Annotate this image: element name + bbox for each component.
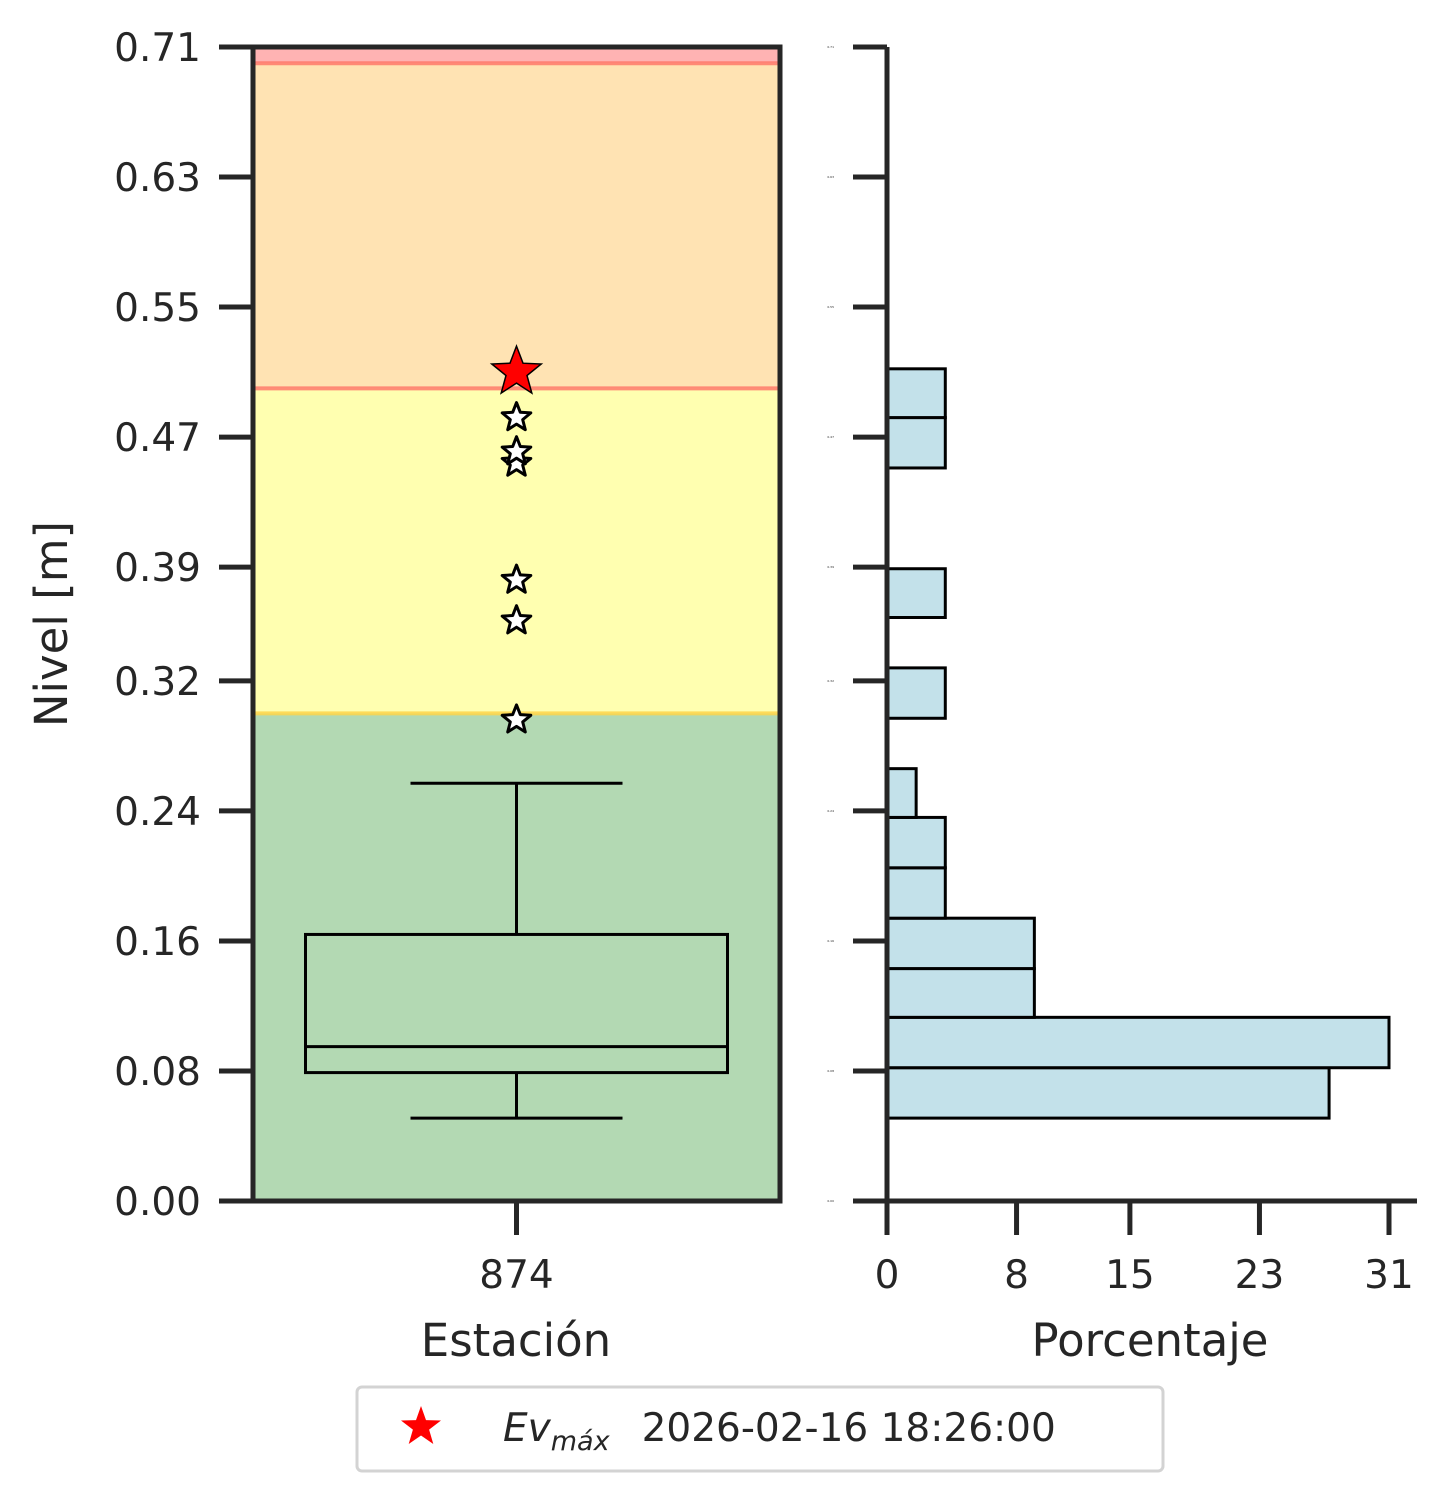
box-ytick-label-3: 0.24 bbox=[114, 790, 201, 835]
legend: Evmáx 2026-02-16 18:26:00 bbox=[355, 1385, 1165, 1473]
box-ytick-label-7: 0.55 bbox=[114, 286, 201, 331]
outlier-star-4 bbox=[500, 435, 533, 466]
hist-ytick-label-7: 0.55 bbox=[827, 305, 834, 309]
hist-bar-5 bbox=[885, 815, 947, 870]
box-ytick-label-2: 0.16 bbox=[114, 920, 201, 965]
box-x-axis-title: Estación bbox=[421, 1314, 611, 1367]
box-ytick-label-8: 0.63 bbox=[114, 156, 201, 201]
band-3 bbox=[253, 47, 780, 64]
hist-bar-6 bbox=[885, 767, 918, 819]
hist-bar-0 bbox=[885, 1066, 1331, 1120]
box-ytick-label-4: 0.32 bbox=[114, 660, 201, 705]
outlier-star-1 bbox=[500, 604, 533, 635]
band-2 bbox=[253, 63, 780, 389]
outlier-markers bbox=[489, 343, 544, 734]
hist-x-axis-title: Porcentaje bbox=[1032, 1314, 1269, 1367]
iqr-box bbox=[304, 932, 729, 1075]
box-ytick-label-5: 0.39 bbox=[114, 546, 201, 591]
hist-bar-8 bbox=[885, 666, 947, 720]
hist-ytick-label-1: 0.08 bbox=[827, 1069, 834, 1073]
hist-ytick-label-3: 0.24 bbox=[827, 809, 834, 813]
hist-xtick-label-2: 15 bbox=[1105, 1253, 1155, 1298]
hist-bar-4 bbox=[885, 866, 947, 920]
outlier-star-0 bbox=[500, 703, 533, 734]
box-ytick-label-9: 0.71 bbox=[114, 26, 201, 71]
outlier-star-3 bbox=[500, 446, 533, 477]
hist-bar-13 bbox=[885, 416, 947, 470]
hist-ytick-label-5: 0.39 bbox=[827, 565, 834, 569]
hist-xtick-label-3: 23 bbox=[1235, 1253, 1285, 1298]
hist-ytick-label-9: 0.71 bbox=[827, 45, 834, 49]
hist-bar-10 bbox=[885, 567, 947, 619]
box-ytick-label-6: 0.47 bbox=[114, 416, 201, 461]
hist-bar-1 bbox=[885, 1015, 1391, 1070]
legend-date: 2026-02-16 18:26:00 bbox=[642, 1406, 1056, 1451]
boxplot bbox=[304, 781, 729, 1120]
legend-frame bbox=[355, 1385, 1165, 1473]
histogram-bars bbox=[885, 367, 1391, 1120]
hist-ytick-label-4: 0.32 bbox=[827, 679, 834, 683]
hist-ytick-label-0: 0.00 bbox=[827, 1199, 834, 1203]
hist-ytick-label-2: 0.16 bbox=[827, 939, 834, 943]
hist-bar-3 bbox=[885, 916, 1036, 971]
outlier-star-5 bbox=[500, 401, 533, 432]
hist-xtick-label-4: 31 bbox=[1364, 1253, 1414, 1298]
box-ytick-label-1: 0.08 bbox=[114, 1050, 201, 1095]
box-y-axis-title: Nivel [m] bbox=[25, 521, 78, 727]
legend-ev-label: Ev bbox=[503, 1406, 552, 1451]
hist-ytick-label-6: 0.47 bbox=[827, 435, 834, 439]
hist-bar-2 bbox=[885, 967, 1036, 1019]
hist-xtick-label-0: 0 bbox=[875, 1253, 900, 1298]
legend-ev-subscript: máx bbox=[551, 1426, 611, 1457]
hist-ytick-label-8: 0.63 bbox=[827, 175, 834, 179]
legend-label: Evmáx 2026-02-16 18:26:00 bbox=[503, 1406, 1056, 1457]
tick-marks: 0.00 0.08 0.16 0.24 0.32 0.39 0.47 0.55 0.63 0.71… bbox=[114, 26, 1414, 1298]
hist-bar-14 bbox=[885, 367, 947, 420]
legend-star-icon bbox=[401, 1406, 441, 1444]
max-event-star bbox=[489, 343, 544, 395]
box-xtick-label-0: 874 bbox=[479, 1253, 553, 1298]
outlier-star-2 bbox=[500, 563, 533, 594]
hist-xtick-label-1: 8 bbox=[1004, 1253, 1029, 1298]
box-ytick-label-0: 0.00 bbox=[114, 1180, 201, 1225]
